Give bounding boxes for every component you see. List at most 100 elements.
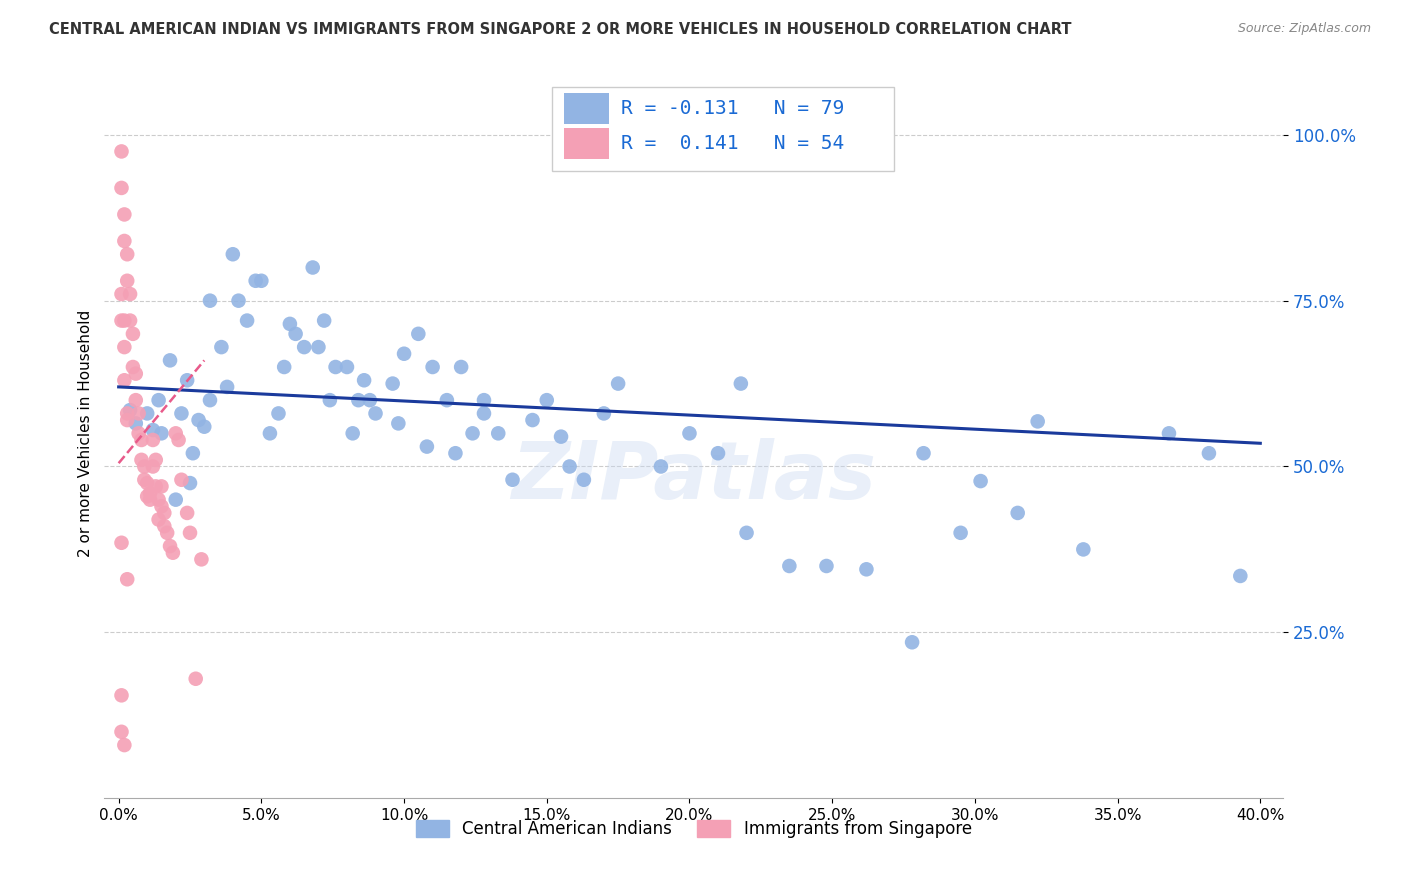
Point — [1073, 542, 1095, 557]
Legend: Central American Indians, Immigrants from Singapore: Central American Indians, Immigrants fro… — [409, 813, 979, 845]
Point — [148, 393, 170, 408]
Point — [120, 287, 142, 301]
Point — [558, 459, 581, 474]
Point — [159, 539, 181, 553]
Point — [193, 419, 215, 434]
Point — [112, 340, 135, 354]
Point — [165, 426, 187, 441]
Point — [136, 476, 159, 491]
Point — [153, 506, 176, 520]
Point — [592, 406, 614, 420]
Point — [901, 635, 924, 649]
Point — [165, 492, 187, 507]
Point — [250, 274, 273, 288]
Point — [198, 393, 221, 408]
Point — [145, 479, 167, 493]
Point — [284, 326, 307, 341]
Point — [122, 326, 145, 341]
Point — [139, 492, 162, 507]
Point — [156, 525, 179, 540]
Point — [181, 446, 204, 460]
Point — [120, 403, 142, 417]
Point — [314, 313, 336, 327]
Point — [422, 359, 444, 374]
Point — [730, 376, 752, 391]
Point — [198, 293, 221, 308]
Point — [139, 486, 162, 500]
Point — [301, 260, 323, 275]
Point — [134, 473, 156, 487]
Point — [450, 359, 472, 374]
Point — [444, 446, 467, 460]
Point — [179, 525, 201, 540]
Point — [969, 474, 991, 488]
Point — [131, 453, 153, 467]
Point — [353, 373, 375, 387]
Point — [170, 406, 193, 420]
Point — [1007, 506, 1029, 520]
Point — [110, 689, 132, 703]
Text: Source: ZipAtlas.com: Source: ZipAtlas.com — [1237, 22, 1371, 36]
Point — [336, 359, 359, 374]
Text: R =  0.141   N = 54: R = 0.141 N = 54 — [620, 134, 844, 153]
Point — [472, 393, 495, 408]
Point — [1157, 426, 1180, 441]
Point — [486, 426, 509, 441]
Point — [387, 417, 409, 431]
Point — [179, 476, 201, 491]
Point — [472, 406, 495, 420]
Text: R = -0.131   N = 79: R = -0.131 N = 79 — [620, 99, 844, 118]
Point — [150, 426, 173, 441]
Point — [136, 489, 159, 503]
Point — [392, 347, 415, 361]
Point — [522, 413, 544, 427]
Point — [115, 247, 138, 261]
Point — [120, 313, 142, 327]
Point — [110, 313, 132, 327]
Y-axis label: 2 or more Vehicles in Household: 2 or more Vehicles in Household — [79, 310, 93, 557]
Point — [190, 552, 212, 566]
Point — [153, 519, 176, 533]
Point — [650, 459, 672, 474]
Point — [131, 433, 153, 447]
Bar — [564, 94, 609, 124]
Point — [949, 525, 972, 540]
Point — [167, 433, 190, 447]
Point — [572, 473, 595, 487]
Point — [502, 473, 524, 487]
Point — [436, 393, 458, 408]
Point — [148, 512, 170, 526]
Point — [115, 274, 138, 288]
Point — [145, 453, 167, 467]
Text: CENTRAL AMERICAN INDIAN VS IMMIGRANTS FROM SINGAPORE 2 OR MORE VEHICLES IN HOUSE: CENTRAL AMERICAN INDIAN VS IMMIGRANTS FR… — [49, 22, 1071, 37]
Point — [1026, 414, 1049, 428]
Point — [162, 546, 184, 560]
Point — [735, 525, 758, 540]
Point — [678, 426, 700, 441]
Point — [128, 426, 150, 441]
Point — [319, 393, 342, 408]
Point — [912, 446, 935, 460]
Point — [278, 317, 301, 331]
Point — [142, 423, 165, 437]
Point — [325, 359, 347, 374]
Point — [115, 406, 138, 420]
Point — [217, 380, 239, 394]
Point — [222, 247, 245, 261]
Point — [148, 492, 170, 507]
Point — [347, 393, 370, 408]
Point — [122, 359, 145, 374]
Point — [1198, 446, 1220, 460]
Point — [364, 406, 387, 420]
Point — [461, 426, 484, 441]
Point — [125, 417, 148, 431]
Point — [236, 313, 259, 327]
Text: ZIPatlas: ZIPatlas — [512, 438, 876, 516]
Point — [110, 181, 132, 195]
Point — [607, 376, 630, 391]
Point — [381, 376, 404, 391]
Point — [125, 367, 148, 381]
Point — [112, 738, 135, 752]
Point — [134, 459, 156, 474]
Point — [273, 359, 295, 374]
